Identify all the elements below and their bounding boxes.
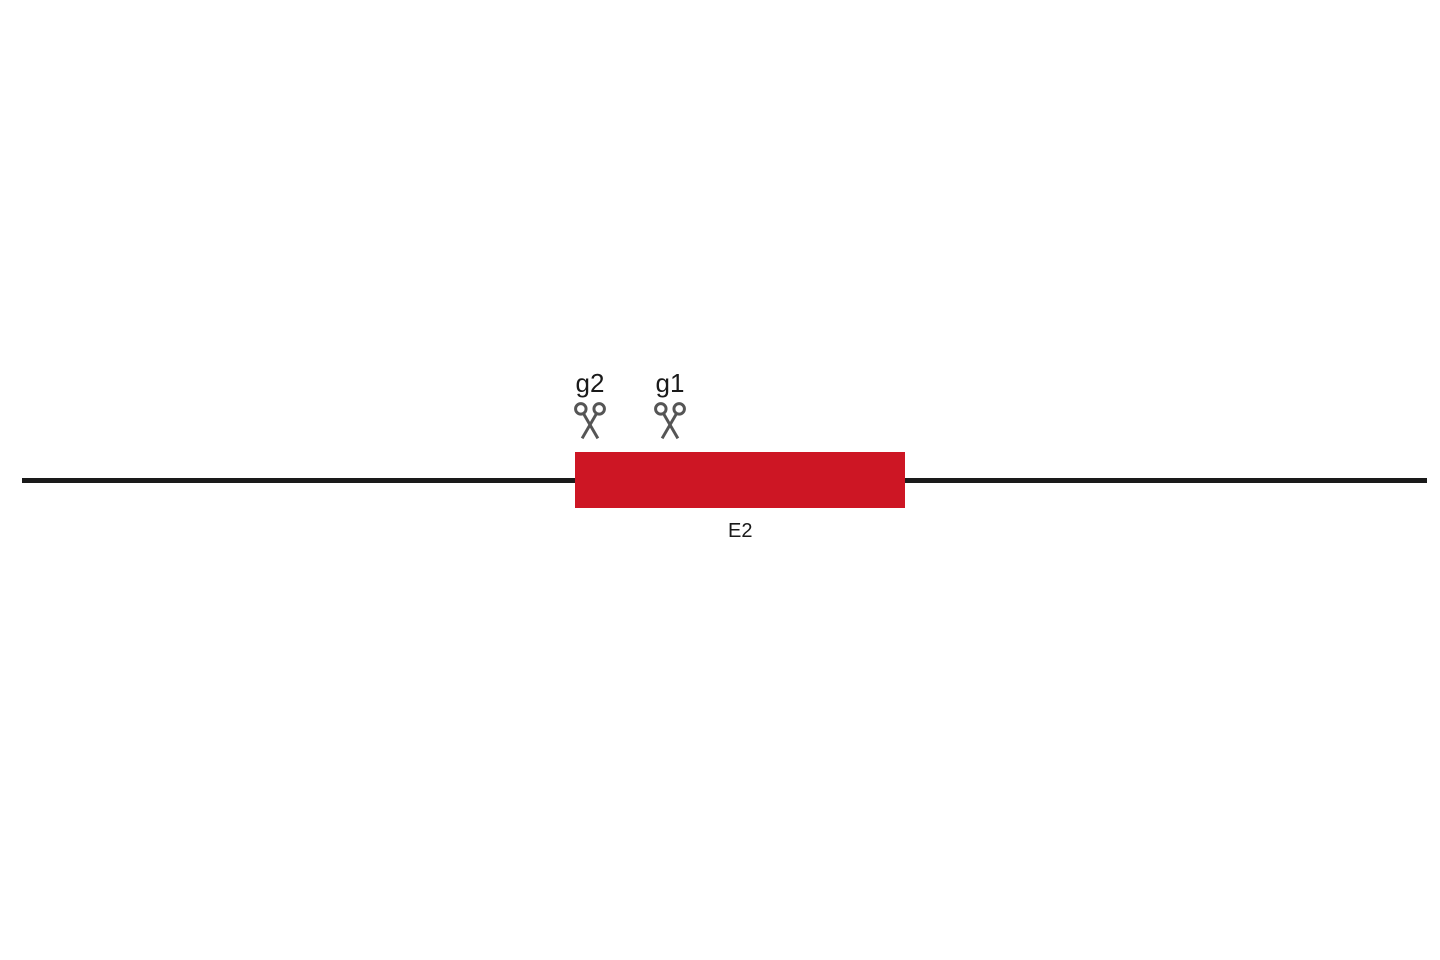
intron-line-left <box>22 478 575 483</box>
gene-diagram: E2 g2 g1 <box>0 0 1440 960</box>
cut-site-g1-label: g1 <box>640 368 700 399</box>
exon-block <box>575 452 905 508</box>
intron-line-right <box>905 478 1427 483</box>
cut-site-g2-label: g2 <box>560 368 620 399</box>
scissors-icon <box>649 401 691 443</box>
cut-site-g2: g2 <box>560 368 620 443</box>
exon-label: E2 <box>728 520 752 543</box>
cut-site-g1: g1 <box>640 368 700 443</box>
scissors-icon <box>569 401 611 443</box>
